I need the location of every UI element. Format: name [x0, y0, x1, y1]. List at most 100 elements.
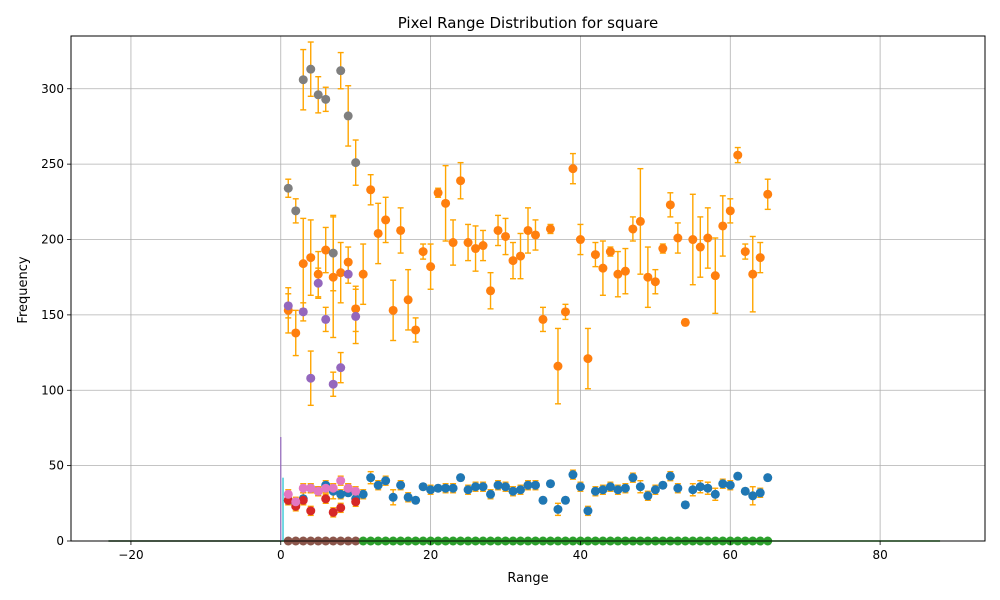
data-point: [523, 225, 533, 235]
plot-frame: [70, 35, 986, 542]
data-point: [343, 483, 353, 493]
data-point: [665, 471, 675, 481]
data-point: [763, 473, 773, 483]
data-point: [343, 269, 353, 279]
data-point: [351, 304, 361, 314]
data-point: [388, 305, 398, 315]
data-point: [471, 244, 481, 254]
data-point: [553, 504, 563, 514]
data-point: [740, 247, 750, 257]
data-point: [545, 224, 555, 234]
data-point: [418, 247, 428, 257]
data-point: [381, 215, 391, 225]
x-tick-label: 60: [723, 548, 738, 562]
x-axis-ticks: −20 0 20 40 60 80: [118, 541, 888, 562]
data-point: [441, 198, 451, 208]
data-point: [516, 485, 526, 495]
data-point: [673, 233, 683, 243]
data-point: [628, 224, 638, 234]
data-point: [718, 221, 728, 231]
data-point: [328, 507, 338, 517]
data-point: [336, 66, 346, 76]
data-point: [448, 483, 458, 493]
data-point: [298, 495, 308, 505]
data-point: [321, 245, 331, 255]
data-point: [313, 90, 323, 100]
data-point: [508, 256, 518, 266]
data-point: [313, 486, 323, 496]
data-point: [658, 480, 668, 490]
data-point: [613, 485, 623, 495]
data-point: [373, 480, 383, 490]
data-point: [703, 483, 713, 493]
y-axis-title: Frequency: [16, 256, 31, 323]
y-tick-label: 150: [41, 308, 64, 322]
data-point: [448, 238, 458, 248]
data-point: [418, 482, 428, 492]
data-point: [538, 495, 548, 505]
data-point: [426, 262, 436, 272]
data-point: [351, 311, 361, 321]
data-point: [456, 473, 466, 483]
data-point: [740, 486, 750, 496]
y-tick-label: 50: [49, 459, 64, 473]
data-point: [538, 314, 548, 324]
data-point: [291, 328, 301, 338]
data-point: [718, 479, 728, 489]
x-tick-label: 80: [872, 548, 887, 562]
data-point: [605, 247, 615, 257]
data-point: [650, 277, 660, 287]
data-point: [388, 492, 398, 502]
chart-title: Pixel Range Distribution for square: [398, 14, 659, 32]
data-point: [328, 379, 338, 389]
data-point: [321, 494, 331, 504]
data-point: [695, 482, 705, 492]
y-tick-label: 250: [41, 157, 64, 171]
data-point: [298, 259, 308, 269]
data-point: [695, 242, 705, 252]
data-point: [313, 269, 323, 279]
data-point: [351, 158, 361, 168]
data-point: [493, 225, 503, 235]
data-point: [343, 111, 353, 121]
data-point: [598, 485, 608, 495]
data-point: [575, 482, 585, 492]
data-point: [328, 272, 338, 282]
data-point: [560, 495, 570, 505]
data-point: [665, 200, 675, 210]
data-point: [291, 497, 301, 507]
data-point: [688, 485, 698, 495]
data-point: [501, 231, 511, 241]
data-point: [298, 483, 308, 493]
data-point: [568, 164, 578, 174]
data-point: [673, 483, 683, 493]
data-point: [336, 489, 346, 499]
data-point: [710, 271, 720, 281]
data-point: [590, 486, 600, 496]
data-point: [643, 272, 653, 282]
data-point: [680, 317, 690, 327]
data-point: [545, 479, 555, 489]
data-point: [620, 483, 630, 493]
data-point: [568, 470, 578, 480]
data-point: [396, 225, 406, 235]
data-point: [321, 314, 331, 324]
data-point: [463, 485, 473, 495]
data-point: [426, 485, 436, 495]
data-point: [680, 500, 690, 510]
x-tick-label: 0: [277, 548, 285, 562]
data-point: [493, 480, 503, 490]
grid: [71, 36, 985, 542]
data-point: [575, 235, 585, 245]
data-point: [306, 373, 316, 383]
data-point: [456, 176, 466, 186]
data-point: [628, 473, 638, 483]
x-tick-label: 20: [423, 548, 438, 562]
data-point: [321, 483, 331, 493]
data-point: [358, 489, 368, 499]
data-point: [306, 506, 316, 516]
data-point: [478, 241, 488, 251]
data-point: [688, 235, 698, 245]
data-point: [358, 269, 368, 279]
